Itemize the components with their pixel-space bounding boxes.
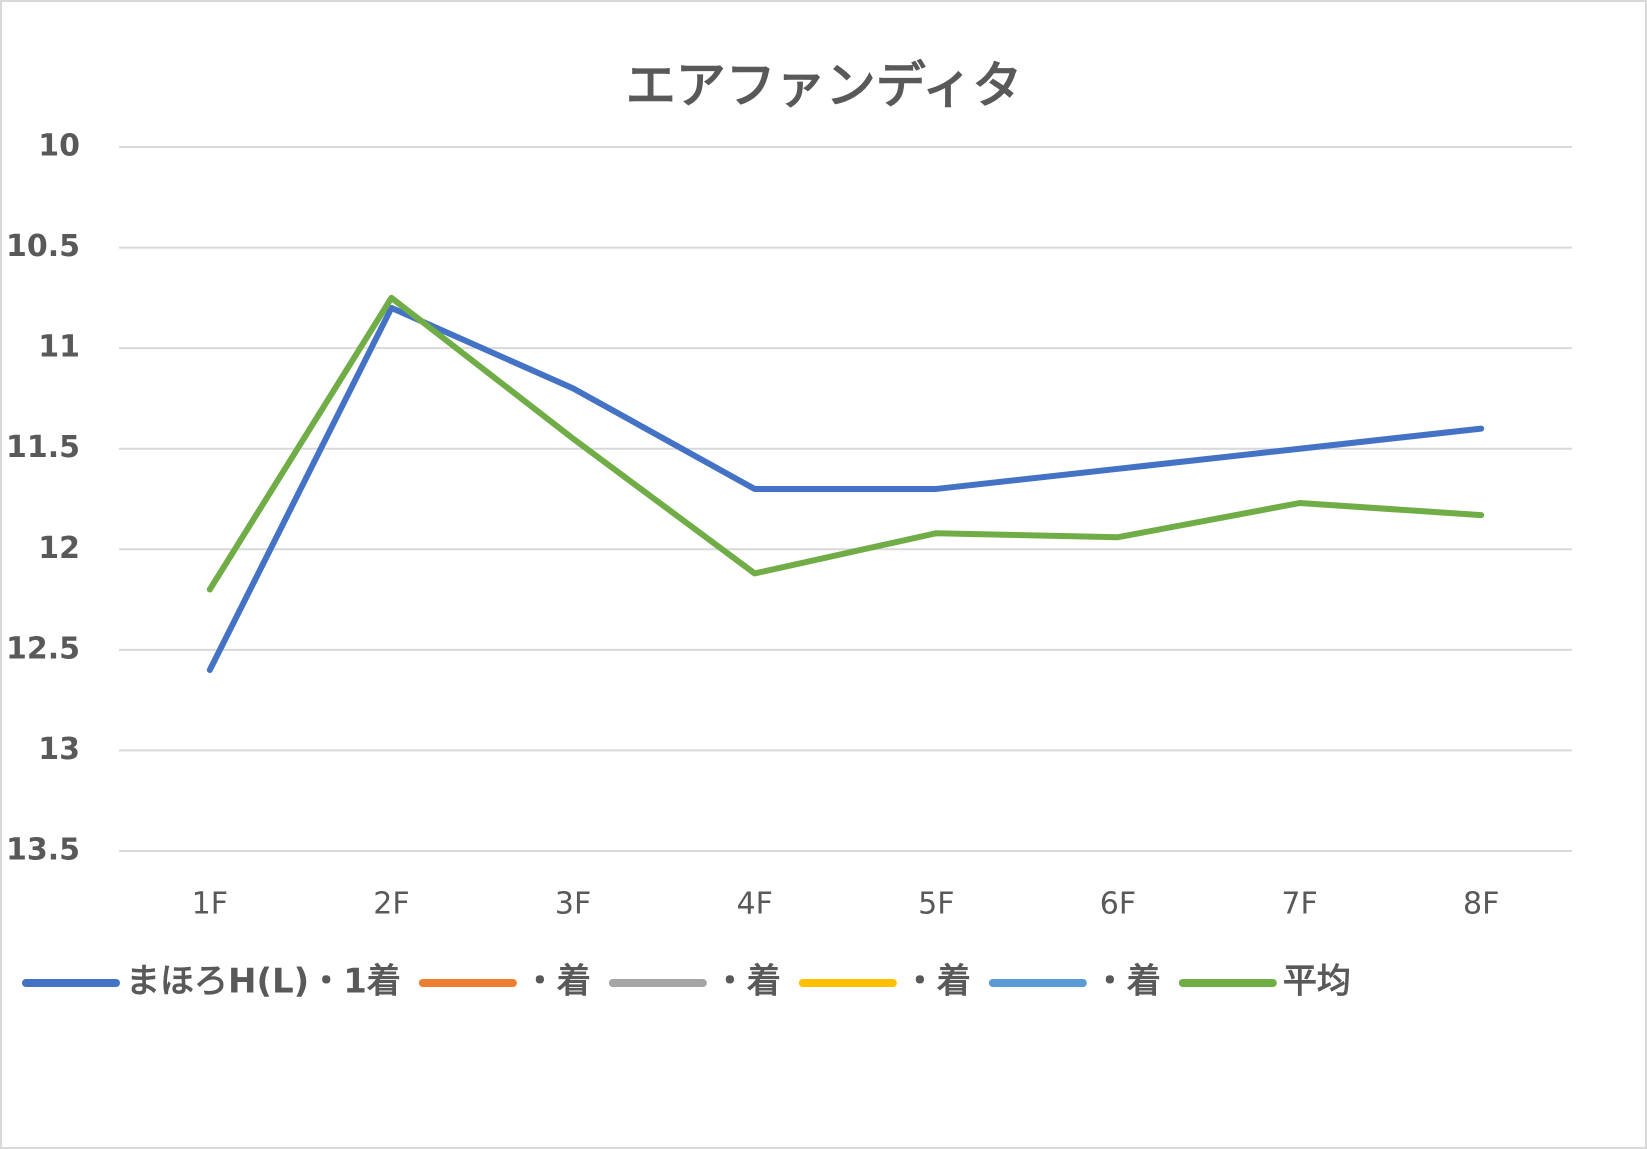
legend-label: ・着	[523, 962, 591, 1002]
y-tick-label: 11	[38, 330, 80, 365]
series-line	[206, 294, 1485, 593]
x-tick-label: 5F	[918, 887, 954, 922]
y-tick-label: 10	[38, 129, 80, 164]
legend-label: 平均	[1283, 962, 1351, 1002]
x-tick-label: 7F	[1281, 887, 1317, 922]
x-tick-label: 1F	[192, 887, 228, 922]
x-tick-label: 6F	[1100, 887, 1136, 922]
y-tick-label: 13	[38, 732, 80, 767]
x-tick-label: 8F	[1463, 887, 1499, 922]
y-tick-label: 13.5	[6, 833, 80, 868]
x-tick-label: 2F	[373, 887, 409, 922]
chart-title: エアファンディタ	[626, 57, 1023, 115]
legend-label: まほろH(L)・1着	[126, 962, 401, 1002]
legend-label: ・着	[903, 962, 971, 1002]
legend-label: ・着	[713, 962, 781, 1002]
legend-label: ・着	[1093, 962, 1161, 1002]
y-tick-label: 12	[38, 531, 80, 566]
x-tick-label: 4F	[737, 887, 773, 922]
y-tick-label: 12.5	[6, 631, 80, 666]
y-tick-label: 11.5	[6, 430, 80, 465]
x-tick-label: 3F	[555, 887, 591, 922]
y-tick-label: 10.5	[6, 229, 80, 264]
